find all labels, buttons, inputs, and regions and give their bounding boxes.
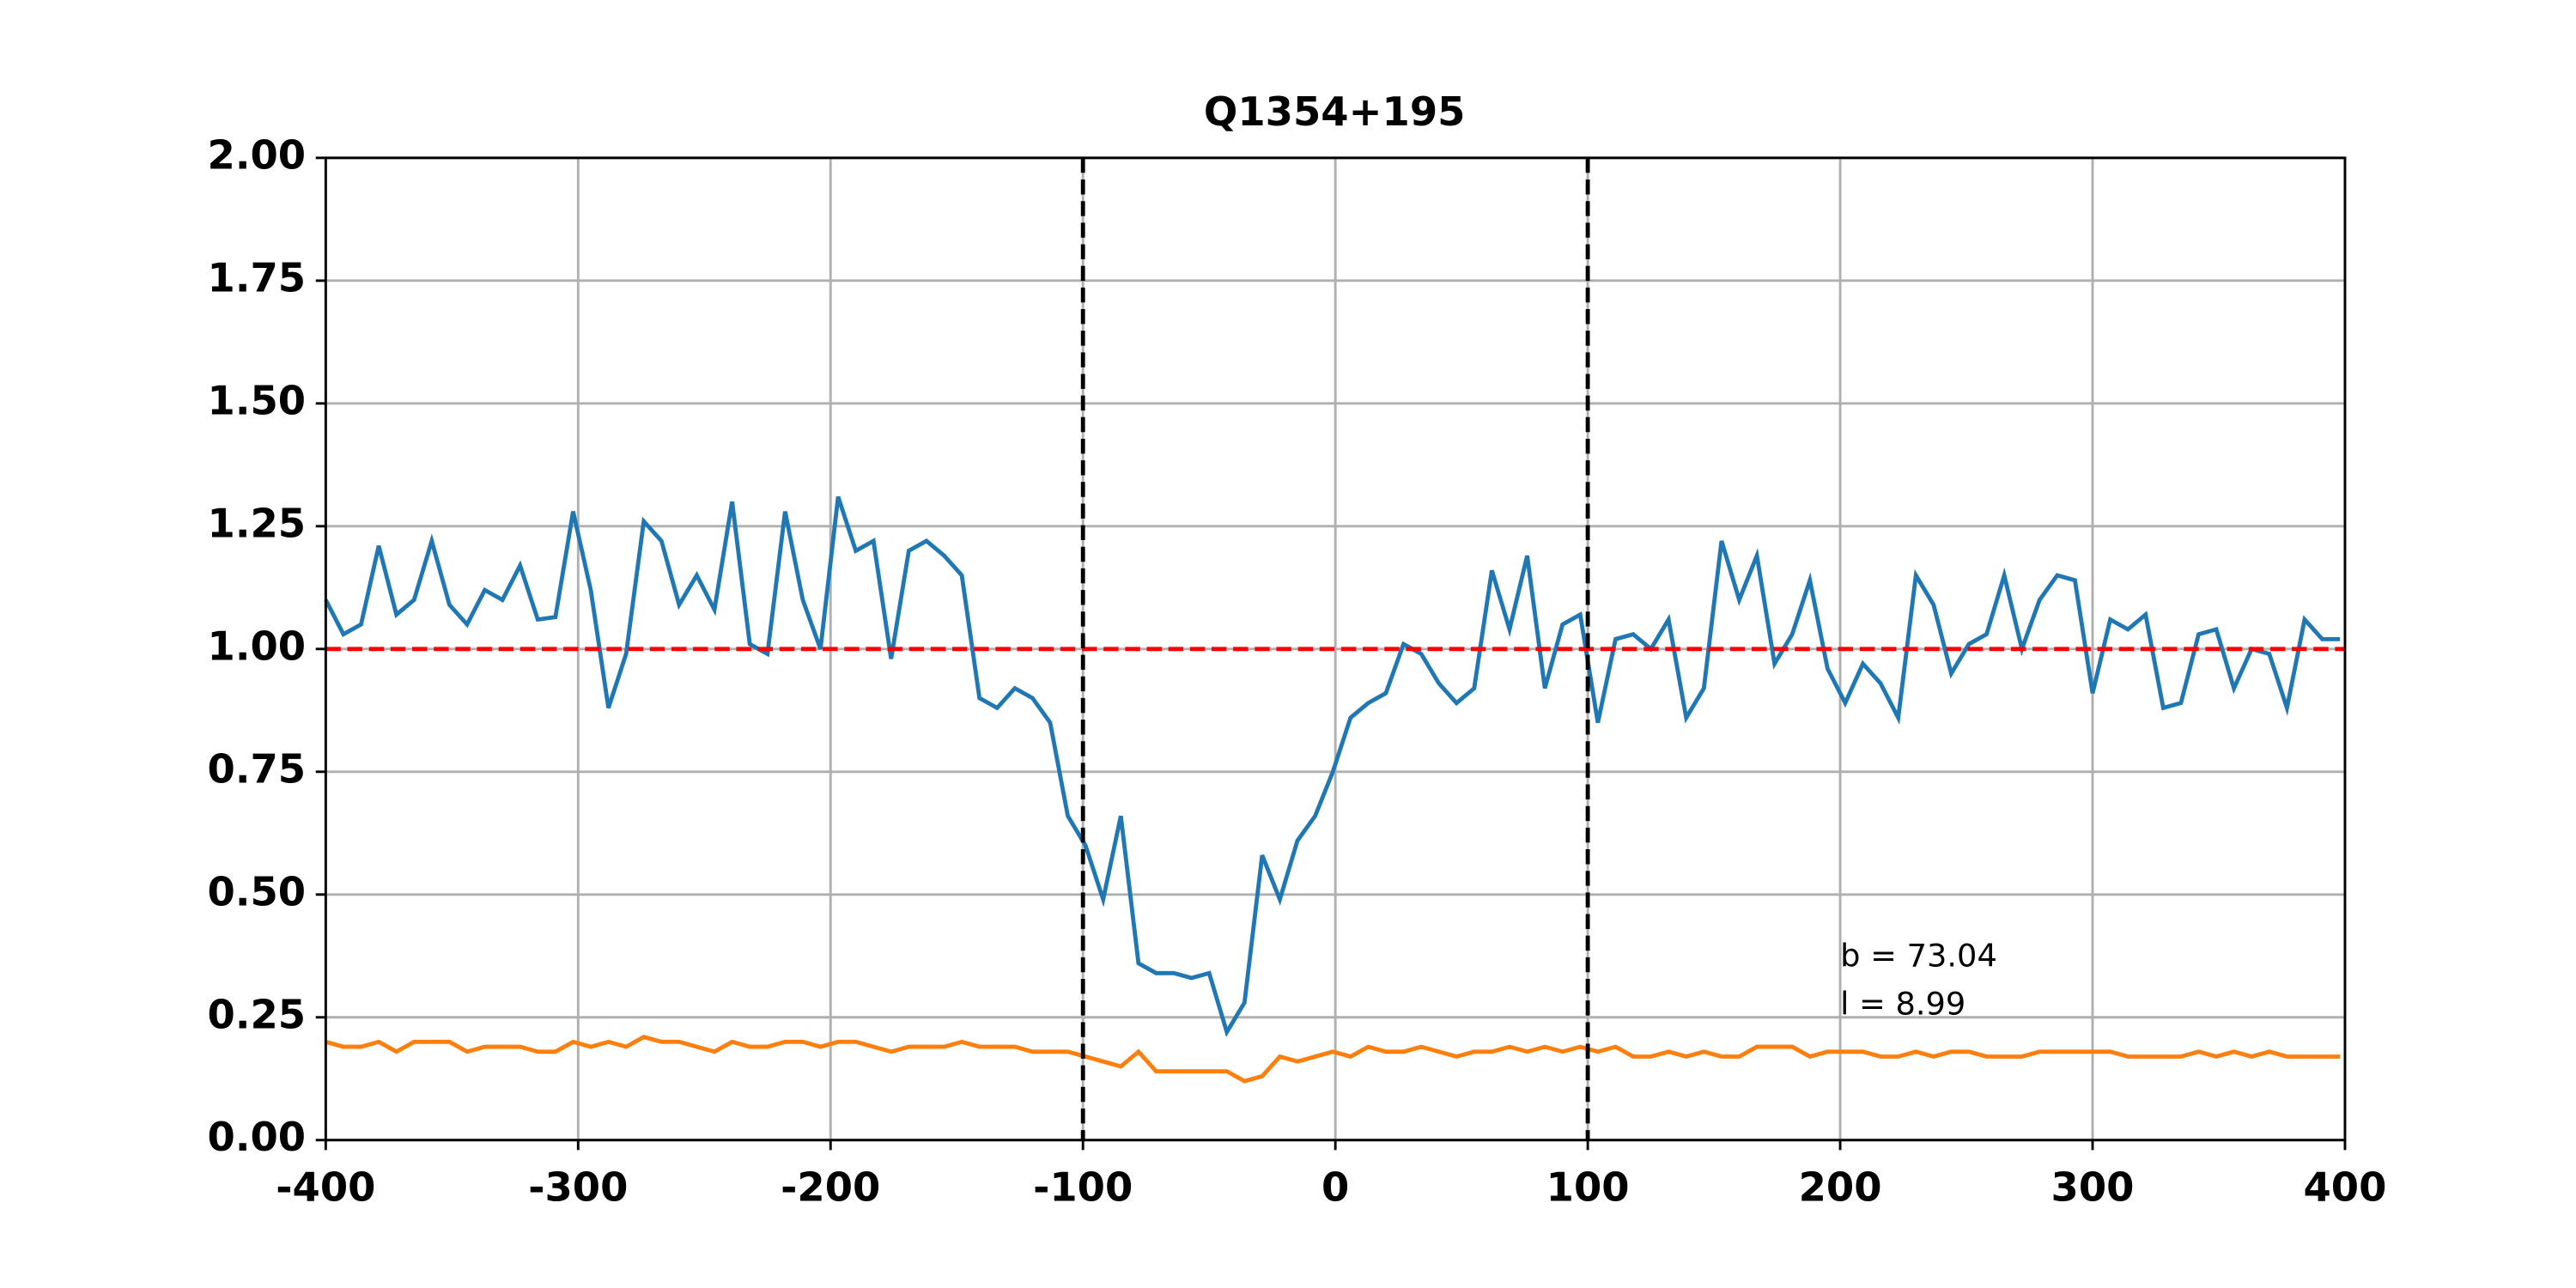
y-tick-label: 1.00 xyxy=(208,623,307,669)
x-tick-label: -200 xyxy=(781,1163,880,1210)
x-tick-label: 0 xyxy=(1321,1163,1349,1210)
x-tick-label: 400 xyxy=(2303,1163,2386,1210)
y-tick-label: 1.25 xyxy=(208,500,307,546)
x-tick-label: 100 xyxy=(1546,1163,1630,1210)
data-line xyxy=(325,1035,2341,1084)
y-tick-label: 0.25 xyxy=(208,991,307,1037)
y-tick-label: 0.75 xyxy=(208,745,307,792)
y-tick-label: 1.50 xyxy=(208,377,307,423)
x-tick-label: -300 xyxy=(528,1163,628,1210)
x-tick-label: -100 xyxy=(1033,1163,1133,1210)
x-tick-label: 300 xyxy=(2051,1163,2135,1210)
chart-title: Q1354+195 xyxy=(1204,88,1466,135)
y-tick-label: 0.50 xyxy=(208,868,307,914)
plot-frame xyxy=(324,156,2347,1142)
y-tick-label: 1.75 xyxy=(208,254,307,301)
y-tick-label: 0.00 xyxy=(208,1114,307,1160)
annotation: l = 8.99 xyxy=(1840,985,1965,1022)
y-tick-label: 2.00 xyxy=(208,131,307,178)
data-line xyxy=(324,495,2341,1037)
x-tick-label: 200 xyxy=(1799,1163,1882,1210)
annotation: b = 73.04 xyxy=(1840,937,1997,974)
x-tick-label: -400 xyxy=(276,1163,375,1210)
